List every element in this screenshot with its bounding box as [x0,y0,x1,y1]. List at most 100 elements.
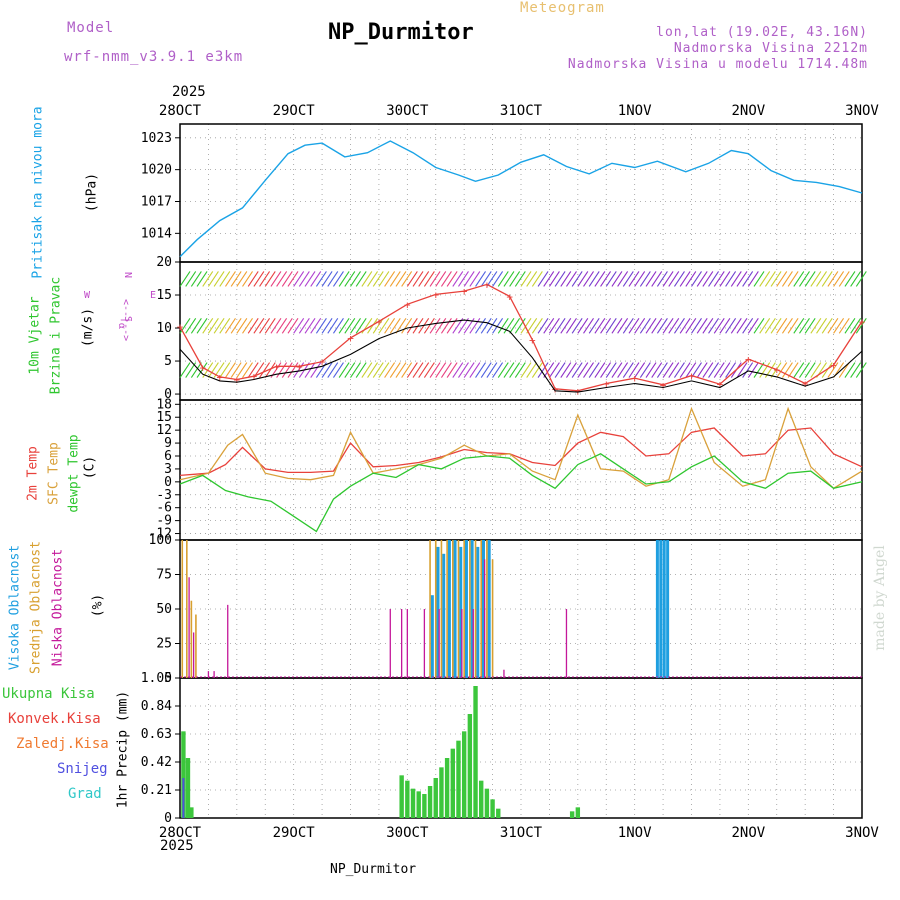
y-tick-label: -6 [156,501,172,516]
wind-barb-lower [577,362,589,378]
wind-barb-middle [571,318,583,334]
cloud-bar [438,609,440,678]
y-tick-label: 0.84 [141,699,172,714]
wind-barb-lower [571,362,583,378]
meteogram-label: Meteogram [520,0,605,16]
wind-barb-middle [480,318,492,334]
x-tick-label-bottom: 29OCT [273,825,316,841]
wind-barb-upper [719,271,731,287]
wind-barb-middle [509,318,521,334]
precip-bar [422,794,427,818]
compass-north: N [122,272,133,278]
wind-barb-lower [639,362,651,378]
wind-barb-upper [634,271,646,287]
wind-barb-upper [406,271,418,287]
wind-barb-lower [742,362,754,378]
wind-barb-middle [429,318,441,334]
y-tick-label: 6 [164,449,172,464]
wind-barb-lower [435,362,447,378]
wind-barb-upper [685,271,697,287]
wind-barb-lower [327,362,339,378]
wind-barb-upper [179,271,191,287]
precip-bar [450,748,455,818]
x-tick-label-bottom: 2NOV [731,825,765,841]
wind-barb-lower [656,362,668,378]
wind-barb-middle [497,318,509,334]
wind-barb-lower [679,362,691,378]
x-tick-label-top: 31OCT [500,103,543,119]
wind-barb-middle [617,318,629,334]
wind-gust-marker: + [273,360,280,373]
precip-bar [467,714,473,818]
y-tick-label: -12 [149,527,172,542]
wind-barb-middle [190,318,202,334]
wind-barb-upper [560,271,572,287]
wind-barb-upper [281,271,293,287]
wind-barb-middle [781,318,793,334]
wind-barb-middle [708,318,720,334]
wind-barb-upper [435,271,447,287]
wind-barb-middle [639,318,651,334]
wind-barb-middle [236,318,248,334]
wind-barb-middle [185,318,197,334]
wind-barb-upper [384,271,396,287]
y-tick-label: 0 [164,671,172,686]
wind-barb-upper [662,271,674,287]
cloud-bar [446,540,448,678]
year-label-top: 2025 [172,84,206,100]
wind-barb-lower [281,362,293,378]
wind-barb-upper [344,271,356,287]
wind-barb-lower [361,362,373,378]
wind-barb-upper [855,271,867,287]
wind-barb-lower [668,362,680,378]
wind-barb-upper [708,271,720,287]
cloud-bar [453,540,457,678]
cloud-bar [655,540,659,678]
wind-barb-middle [850,318,862,334]
wind-barb-lower [673,362,685,378]
wind-barb-upper [315,271,327,287]
wind-gust-marker: + [529,334,536,347]
cloud-bar [565,609,568,678]
wind-barb-upper [253,271,265,287]
wind-barb-lower [259,362,271,378]
wind-barb-upper [577,271,589,287]
wind-barb-upper [531,271,543,287]
cloud-bar [447,540,451,678]
cloud-bar [423,609,426,678]
wind-barb-upper [554,271,566,287]
wind-barb-upper [230,271,242,287]
wind-barb-upper [190,271,202,287]
wind-gust-marker: + [404,298,411,311]
wind-barb-upper [264,271,276,287]
wind-barb-middle [645,318,657,334]
wind-barb-upper [520,271,532,287]
wind-barb-upper [207,271,219,287]
cloud-bar [406,609,408,678]
wind-barb-middle [776,318,788,334]
wind-barb-upper [668,271,680,287]
cloud-bar [481,540,485,678]
wind-barb-middle [196,318,208,334]
wind-barb-lower [776,362,788,378]
wind-barb-lower [458,362,469,378]
wind-barb-upper [537,271,549,287]
wind-barb-middle [327,318,339,334]
wind-gust-marker: + [506,290,513,303]
wind-barb-middle [787,318,799,334]
cloud-bar [190,600,193,678]
wind-gust-marker: + [216,371,223,384]
wind-barb-upper [781,271,793,287]
legend-snow: Snijeg [57,761,108,777]
wind-barb-middle [219,318,231,334]
y-tick-label: 0 [164,387,172,402]
wind-barb-middle [662,318,674,334]
y-tick-label: 1014 [141,226,172,241]
legend-freezing-rain: Zaledj.Kisa [16,736,109,752]
wind-barb-middle [594,318,606,334]
wind-barb-middle [799,318,810,334]
y-tick-label: 75 [156,568,172,583]
wind-barb-upper [242,271,253,287]
precip-bar [189,807,194,818]
wind-barb-middle [679,318,691,334]
